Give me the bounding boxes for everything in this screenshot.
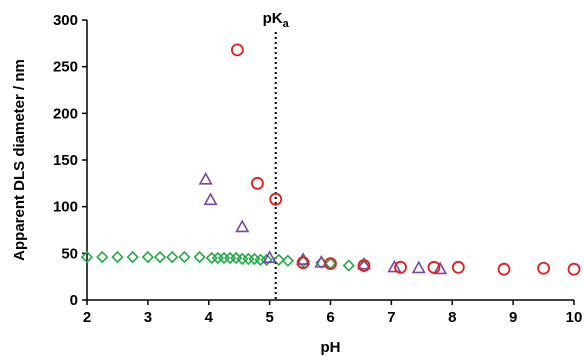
y-axis-title: Apparent DLS diameter / nm: [11, 59, 28, 261]
diamond-point: [342, 259, 355, 272]
triangle-point: [387, 259, 402, 273]
circle-point: [451, 260, 465, 274]
x-tick-label: 8: [448, 309, 456, 326]
circle-point: [269, 192, 283, 206]
triangle-point: [198, 171, 213, 185]
circle-point: [427, 260, 441, 274]
pka-label-subscript: a: [283, 18, 290, 30]
diamond-point: [281, 254, 295, 267]
x-tick-label: 9: [509, 309, 517, 326]
x-tick-label: 4: [205, 309, 214, 326]
x-tick-label: 3: [144, 309, 152, 326]
triangle-point: [356, 256, 372, 270]
circle-point: [357, 259, 371, 272]
y-tick-label: 100: [53, 199, 78, 216]
x-axis-title: pH: [321, 339, 341, 356]
data-marks: [80, 43, 581, 276]
y-tick-label: 50: [61, 245, 78, 262]
x-tick-label: 5: [265, 309, 273, 326]
diamond-point: [193, 250, 206, 264]
circle-point: [567, 262, 581, 276]
triangle-point: [235, 219, 250, 233]
diamond-point: [141, 250, 155, 264]
circle-point: [251, 176, 264, 190]
pka-label-main: pK: [263, 10, 283, 27]
y-tick-label: 200: [53, 105, 78, 122]
x-tick-label: 6: [326, 309, 334, 326]
y-tick-label: 250: [53, 59, 78, 76]
pka-annotation: pKa: [263, 10, 290, 300]
triangle-point: [314, 255, 329, 268]
diamond-point: [80, 250, 94, 264]
axes: 0 50 100 150 200 250 300 2 3 4 5 6 7 8 9 10: [53, 12, 582, 326]
triangle-point: [433, 261, 448, 275]
diamond-point: [111, 250, 124, 264]
circle-point: [296, 256, 310, 270]
diamond-point: [153, 250, 167, 264]
diamond-point: [260, 253, 273, 266]
triangle-point: [411, 260, 426, 274]
y-tick-label: 0: [70, 292, 78, 309]
y-tick-label: 300: [53, 12, 78, 29]
diamond-point: [166, 250, 179, 264]
x-tick-label: 2: [83, 309, 91, 326]
x-tick-label: 10: [566, 309, 583, 326]
diamond-point: [272, 253, 285, 266]
y-tick-label: 150: [53, 152, 78, 169]
diamond-point: [96, 250, 109, 264]
triangle-point: [262, 250, 277, 264]
circle-point: [324, 257, 337, 271]
circle-point: [230, 43, 244, 57]
x-tick-label: 7: [387, 309, 395, 326]
circle-point: [394, 260, 407, 274]
circle-point: [537, 261, 550, 275]
triangle-point: [203, 192, 218, 206]
diamond-point: [126, 250, 139, 264]
diamond-point: [178, 250, 191, 264]
circle-point: [497, 262, 511, 276]
pka-label: pKa: [263, 10, 290, 30]
